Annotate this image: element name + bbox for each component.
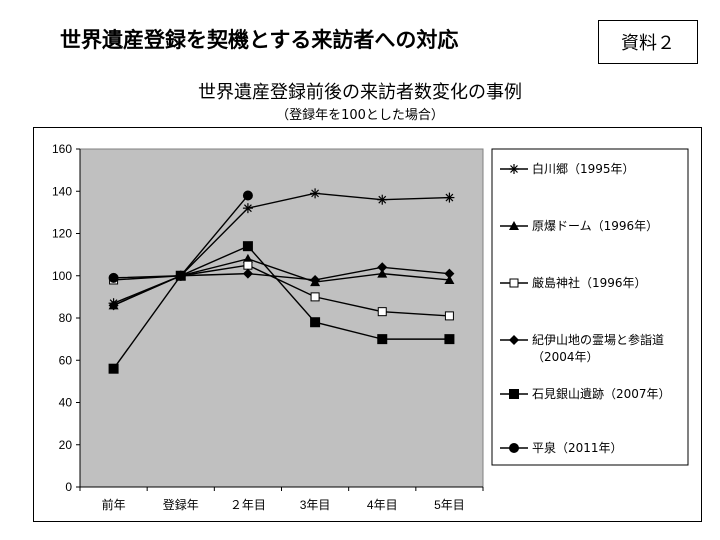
legend-label: 原爆ドーム（1996年） xyxy=(532,219,658,233)
series-line-5 xyxy=(113,245,450,370)
x-tick-label: 5年目 xyxy=(434,498,465,512)
legend-marker xyxy=(509,443,519,453)
data-point xyxy=(444,334,455,345)
chart-frame: 0 20 40 60 80 100 120 140 160 前年 登録年 ２年目 3年目 4年目 5年目 白川… xyxy=(33,127,702,522)
x-tick-label: 前年 xyxy=(102,497,126,512)
legend-label: 厳島神社（1996年） xyxy=(532,275,647,290)
document-badge: 資料２ xyxy=(598,20,698,64)
data-point xyxy=(108,300,119,311)
y-tick-label: 40 xyxy=(59,396,73,410)
data-point xyxy=(108,272,119,283)
y-tick-label: 80 xyxy=(59,311,73,325)
x-tick-label: ２年目 xyxy=(230,498,266,512)
legend-label: 石見銀山遺跡（2007年） xyxy=(532,386,671,401)
legend-marker xyxy=(509,335,519,345)
slide-title: 世界遺産登録を契機とする来訪者への対応 xyxy=(60,28,459,52)
y-tick-label: 0 xyxy=(65,480,72,494)
data-point xyxy=(175,270,186,281)
data-point xyxy=(377,307,387,317)
data-point xyxy=(377,194,388,205)
y-tick-label: 120 xyxy=(52,227,72,241)
y-tick-label: 60 xyxy=(59,353,73,367)
data-point xyxy=(310,188,321,199)
data-point xyxy=(310,292,320,302)
legend-marker xyxy=(509,164,519,174)
legend-marker xyxy=(509,221,519,230)
x-tick-label: 登録年 xyxy=(163,497,199,512)
data-point xyxy=(310,274,321,285)
data-point xyxy=(377,334,388,345)
data-point xyxy=(242,268,253,279)
x-tick-label: 4年目 xyxy=(367,498,398,512)
legend-label: 平泉（2011年） xyxy=(532,441,623,455)
x-tick-label: 3年目 xyxy=(300,498,331,512)
data-point xyxy=(108,363,119,374)
data-point xyxy=(310,317,321,328)
data-point xyxy=(243,260,253,270)
legend-marker xyxy=(509,389,519,399)
plot-area xyxy=(79,148,484,488)
data-point xyxy=(444,192,455,203)
line-chart: 0 20 40 60 80 100 120 140 160 前年 登録年 ２年目 3年目 4年目 5年目 白川… xyxy=(52,142,689,512)
data-point xyxy=(242,190,253,201)
series-line-4 xyxy=(113,266,450,306)
data-point xyxy=(242,253,253,263)
chart-subtitle: （登録年を100とした場合） xyxy=(276,108,444,123)
legend-marker xyxy=(509,278,519,288)
data-point xyxy=(377,268,388,278)
data-point xyxy=(444,311,454,321)
y-tick-label: 160 xyxy=(52,142,72,156)
y-tick-label: 100 xyxy=(52,269,72,283)
y-tick-label: 20 xyxy=(59,438,73,452)
legend-label: 紀伊山地の霊場と参詣道 xyxy=(532,332,664,347)
legend-label: （2004年） xyxy=(532,350,599,364)
data-point xyxy=(242,203,253,214)
chart-title: 世界遺産登録前後の来訪者数変化の事例 xyxy=(198,82,522,103)
legend xyxy=(491,148,689,466)
legend-label: 白川郷（1995年） xyxy=(532,161,635,176)
y-tick-label: 140 xyxy=(52,184,72,198)
data-point xyxy=(444,268,455,279)
data-point xyxy=(242,241,253,252)
data-point xyxy=(444,274,455,284)
data-point xyxy=(377,262,388,273)
